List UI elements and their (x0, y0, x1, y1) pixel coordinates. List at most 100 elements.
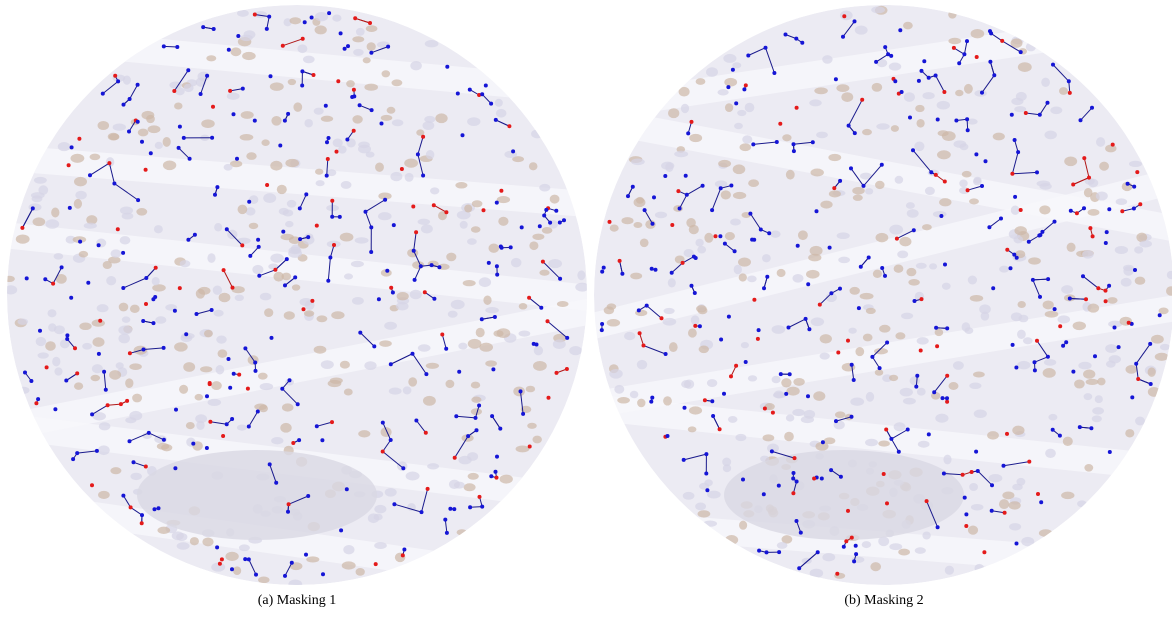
cell (120, 236, 131, 244)
graph-node (886, 52, 890, 56)
cell (198, 287, 210, 295)
graph-node (68, 206, 72, 210)
graph-node (162, 44, 166, 48)
cell (472, 200, 483, 207)
cell (929, 263, 937, 269)
graph-node (186, 238, 190, 242)
cell (691, 315, 700, 325)
graph-node (860, 98, 864, 102)
graph-node (269, 74, 273, 78)
cell (948, 11, 956, 19)
cell (109, 370, 121, 380)
graph-node (792, 471, 796, 475)
graph-node (253, 119, 257, 123)
cell (519, 303, 528, 310)
cell (16, 234, 30, 243)
cell (969, 483, 978, 491)
graph-node (106, 403, 110, 407)
graph-node (215, 545, 219, 549)
cell (836, 84, 849, 92)
graph-node (723, 242, 727, 246)
graph-node (326, 157, 330, 161)
graph-node (222, 268, 226, 272)
graph-node (651, 222, 655, 226)
cell (186, 422, 195, 429)
cell (504, 151, 517, 158)
cell (1021, 537, 1034, 546)
cell (321, 360, 334, 369)
cell (1028, 257, 1041, 264)
graph-node (475, 428, 479, 432)
graph-node (235, 157, 239, 161)
graph-node (844, 539, 848, 543)
graph-node (862, 184, 866, 188)
graph-node (60, 265, 64, 269)
graph-node (372, 344, 376, 348)
graph-node (800, 41, 804, 45)
graph-node (125, 399, 129, 403)
graph-node (247, 425, 251, 429)
cell (971, 29, 985, 38)
cell (237, 10, 249, 17)
cell (915, 105, 924, 112)
graph-node (301, 37, 305, 41)
graph-node (296, 402, 300, 406)
graph-node (939, 214, 943, 218)
cell (828, 154, 841, 161)
cell (366, 25, 378, 32)
cell (495, 99, 503, 107)
cell (669, 342, 678, 352)
graph-node (1158, 313, 1162, 317)
graph-node (320, 438, 324, 442)
cell (130, 473, 141, 480)
graph-node (389, 286, 393, 290)
cell (553, 339, 566, 349)
graph-node (920, 297, 924, 301)
cell (138, 129, 149, 137)
cell (418, 344, 431, 351)
cell (1012, 484, 1023, 491)
graph-node (853, 131, 857, 135)
cell (288, 247, 301, 254)
cell (183, 362, 195, 372)
graph-node (731, 68, 735, 72)
cell (717, 89, 728, 95)
graph-node (1051, 63, 1055, 67)
graph-node (511, 149, 515, 153)
cell (79, 251, 88, 258)
graph-node (440, 333, 444, 337)
graph-node (480, 317, 484, 321)
graph-node (1027, 240, 1031, 244)
cell (74, 199, 82, 209)
graph-node (147, 431, 151, 435)
graph-node (173, 466, 177, 470)
cell (485, 360, 497, 366)
graph-node (419, 264, 423, 268)
graph-node (683, 406, 687, 410)
cell (1084, 464, 1093, 472)
graph-node (369, 51, 373, 55)
cell (863, 334, 873, 342)
graph-node (256, 238, 260, 242)
cell (772, 325, 786, 334)
graph-node (964, 512, 968, 516)
graph-node (290, 561, 294, 565)
cell (668, 108, 679, 118)
cell (321, 116, 333, 122)
graph-node (280, 387, 284, 391)
cell (935, 329, 944, 336)
cell (806, 270, 820, 279)
graph-node (199, 92, 203, 96)
graph-node (253, 13, 257, 17)
graph-node (835, 572, 839, 576)
graph-node (401, 553, 405, 557)
graph-node (392, 502, 396, 506)
graph-node (965, 39, 969, 43)
graph-node (201, 25, 205, 29)
graph-node (915, 374, 919, 378)
cell (216, 335, 226, 343)
cell (132, 394, 142, 403)
cell (679, 87, 690, 97)
cell (397, 292, 409, 300)
graph-node (804, 317, 808, 321)
